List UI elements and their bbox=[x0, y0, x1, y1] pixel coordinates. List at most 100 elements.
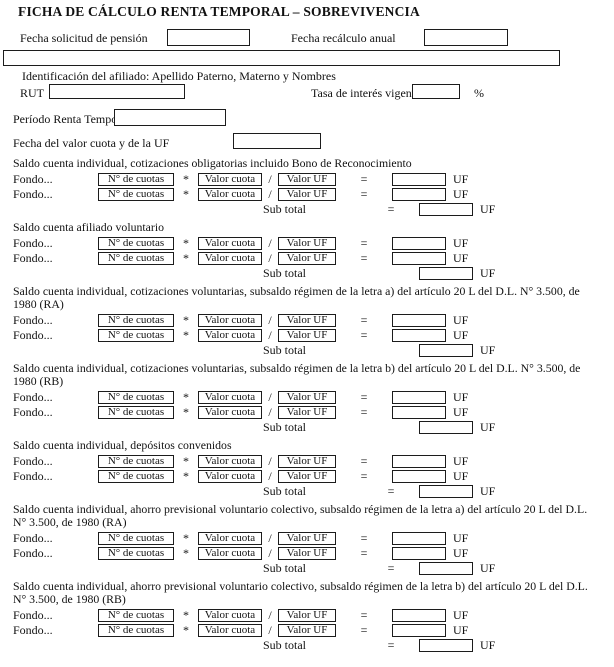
subtotal-row: Sub total UF bbox=[13, 266, 603, 281]
valor-cuota-field[interactable]: Valor cuota bbox=[198, 609, 262, 622]
divide-sign: / bbox=[268, 531, 272, 545]
subtotal-result-field[interactable] bbox=[419, 485, 473, 498]
saldo-section: Saldo cuenta individual, cotizaciones vo… bbox=[13, 285, 603, 358]
result-field[interactable] bbox=[392, 547, 446, 560]
valor-cuota-field[interactable]: Valor cuota bbox=[198, 173, 262, 186]
result-field[interactable] bbox=[392, 252, 446, 265]
fondo-row: Fondo... N° de cuotas * Valor cuota / Va… bbox=[13, 531, 603, 546]
n-cuotas-field[interactable]: N° de cuotas bbox=[98, 391, 174, 404]
valor-uf-field[interactable]: Valor UF bbox=[278, 547, 336, 560]
uf-label: UF bbox=[480, 266, 496, 280]
n-cuotas-field[interactable]: N° de cuotas bbox=[98, 252, 174, 265]
fondo-row: Fondo... N° de cuotas * Valor cuota / Va… bbox=[13, 187, 603, 202]
fondo-label: Fondo... bbox=[13, 546, 53, 560]
tasa-interes-input[interactable] bbox=[412, 84, 460, 99]
multiply-sign: * bbox=[183, 469, 189, 483]
valor-cuota-field[interactable]: Valor cuota bbox=[198, 406, 262, 419]
n-cuotas-field[interactable]: N° de cuotas bbox=[98, 173, 174, 186]
result-field[interactable] bbox=[392, 532, 446, 545]
result-field[interactable] bbox=[392, 173, 446, 186]
rut-input[interactable] bbox=[49, 84, 185, 99]
uf-label: UF bbox=[453, 187, 469, 201]
valor-cuota-field[interactable]: Valor cuota bbox=[198, 237, 262, 250]
fecha-valor-cuota-input[interactable] bbox=[233, 133, 321, 149]
saldo-section: Saldo cuenta individual, ahorro previsio… bbox=[13, 503, 603, 576]
valor-cuota-field[interactable]: Valor cuota bbox=[198, 624, 262, 637]
n-cuotas-field[interactable]: N° de cuotas bbox=[98, 624, 174, 637]
n-cuotas-field[interactable]: N° de cuotas bbox=[98, 406, 174, 419]
subtotal-row: Sub total = UF bbox=[13, 561, 603, 576]
multiply-sign: * bbox=[183, 187, 189, 201]
n-cuotas-field[interactable]: N° de cuotas bbox=[98, 470, 174, 483]
uf-label: UF bbox=[480, 484, 496, 498]
subtotal-result-field[interactable] bbox=[419, 562, 473, 575]
uf-label: UF bbox=[453, 328, 469, 342]
identificacion-input[interactable] bbox=[3, 50, 560, 66]
result-field[interactable] bbox=[392, 406, 446, 419]
fecha-recalculo-input[interactable] bbox=[424, 29, 508, 46]
result-field[interactable] bbox=[392, 455, 446, 468]
valor-uf-field[interactable]: Valor UF bbox=[278, 237, 336, 250]
equals-sign: = bbox=[360, 236, 368, 250]
valor-cuota-field[interactable]: Valor cuota bbox=[198, 314, 262, 327]
n-cuotas-field[interactable]: N° de cuotas bbox=[98, 455, 174, 468]
multiply-sign: * bbox=[183, 531, 189, 545]
subtotal-result-field[interactable] bbox=[419, 344, 473, 357]
valor-cuota-field[interactable]: Valor cuota bbox=[198, 391, 262, 404]
valor-cuota-field[interactable]: Valor cuota bbox=[198, 547, 262, 560]
valor-uf-field[interactable]: Valor UF bbox=[278, 252, 336, 265]
result-field[interactable] bbox=[392, 470, 446, 483]
valor-cuota-field[interactable]: Valor cuota bbox=[198, 532, 262, 545]
valor-cuota-field[interactable]: Valor cuota bbox=[198, 188, 262, 201]
valor-uf-field[interactable]: Valor UF bbox=[278, 173, 336, 186]
n-cuotas-field[interactable]: N° de cuotas bbox=[98, 237, 174, 250]
valor-uf-field[interactable]: Valor UF bbox=[278, 609, 336, 622]
valor-uf-field[interactable]: Valor UF bbox=[278, 532, 336, 545]
valor-uf-field[interactable]: Valor UF bbox=[278, 188, 336, 201]
subtotal-result-field[interactable] bbox=[419, 639, 473, 652]
result-field[interactable] bbox=[392, 237, 446, 250]
n-cuotas-field[interactable]: N° de cuotas bbox=[98, 188, 174, 201]
result-field[interactable] bbox=[392, 624, 446, 637]
periodo-renta-label: Período Renta Temporal bbox=[13, 112, 130, 126]
fondo-label: Fondo... bbox=[13, 313, 53, 327]
valor-cuota-field[interactable]: Valor cuota bbox=[198, 470, 262, 483]
result-field[interactable] bbox=[392, 314, 446, 327]
valor-uf-field[interactable]: Valor UF bbox=[278, 314, 336, 327]
n-cuotas-field[interactable]: N° de cuotas bbox=[98, 314, 174, 327]
equals-sign: = bbox=[360, 608, 368, 622]
result-field[interactable] bbox=[392, 329, 446, 342]
result-field[interactable] bbox=[392, 391, 446, 404]
valor-uf-field[interactable]: Valor UF bbox=[278, 329, 336, 342]
subtotal-row: Sub total = UF bbox=[13, 638, 603, 653]
n-cuotas-field[interactable]: N° de cuotas bbox=[98, 547, 174, 560]
subtotal-label: Sub total bbox=[263, 638, 307, 652]
subtotal-result-field[interactable] bbox=[419, 267, 473, 280]
uf-label: UF bbox=[480, 202, 496, 216]
uf-label: UF bbox=[453, 172, 469, 186]
fondo-row: Fondo... N° de cuotas * Valor cuota / Va… bbox=[13, 236, 603, 251]
section-heading: Saldo cuenta individual, cotizaciones vo… bbox=[13, 361, 581, 388]
valor-uf-field[interactable]: Valor UF bbox=[278, 470, 336, 483]
subtotal-result-field[interactable] bbox=[419, 203, 473, 216]
n-cuotas-field[interactable]: N° de cuotas bbox=[98, 329, 174, 342]
valor-cuota-field[interactable]: Valor cuota bbox=[198, 455, 262, 468]
subtotal-row: Sub total UF bbox=[13, 343, 603, 358]
valor-uf-field[interactable]: Valor UF bbox=[278, 624, 336, 637]
n-cuotas-field[interactable]: N° de cuotas bbox=[98, 532, 174, 545]
result-field[interactable] bbox=[392, 188, 446, 201]
uf-label: UF bbox=[453, 405, 469, 419]
periodo-renta-input[interactable] bbox=[114, 109, 226, 126]
valor-uf-field[interactable]: Valor UF bbox=[278, 455, 336, 468]
equals-sign: = bbox=[360, 546, 368, 560]
subtotal-result-field[interactable] bbox=[419, 421, 473, 434]
uf-label: UF bbox=[453, 390, 469, 404]
fecha-solicitud-input[interactable] bbox=[167, 29, 250, 46]
n-cuotas-field[interactable]: N° de cuotas bbox=[98, 609, 174, 622]
subtotal-equals-sign: = bbox=[387, 561, 395, 575]
valor-uf-field[interactable]: Valor UF bbox=[278, 391, 336, 404]
valor-cuota-field[interactable]: Valor cuota bbox=[198, 329, 262, 342]
result-field[interactable] bbox=[392, 609, 446, 622]
valor-cuota-field[interactable]: Valor cuota bbox=[198, 252, 262, 265]
valor-uf-field[interactable]: Valor UF bbox=[278, 406, 336, 419]
